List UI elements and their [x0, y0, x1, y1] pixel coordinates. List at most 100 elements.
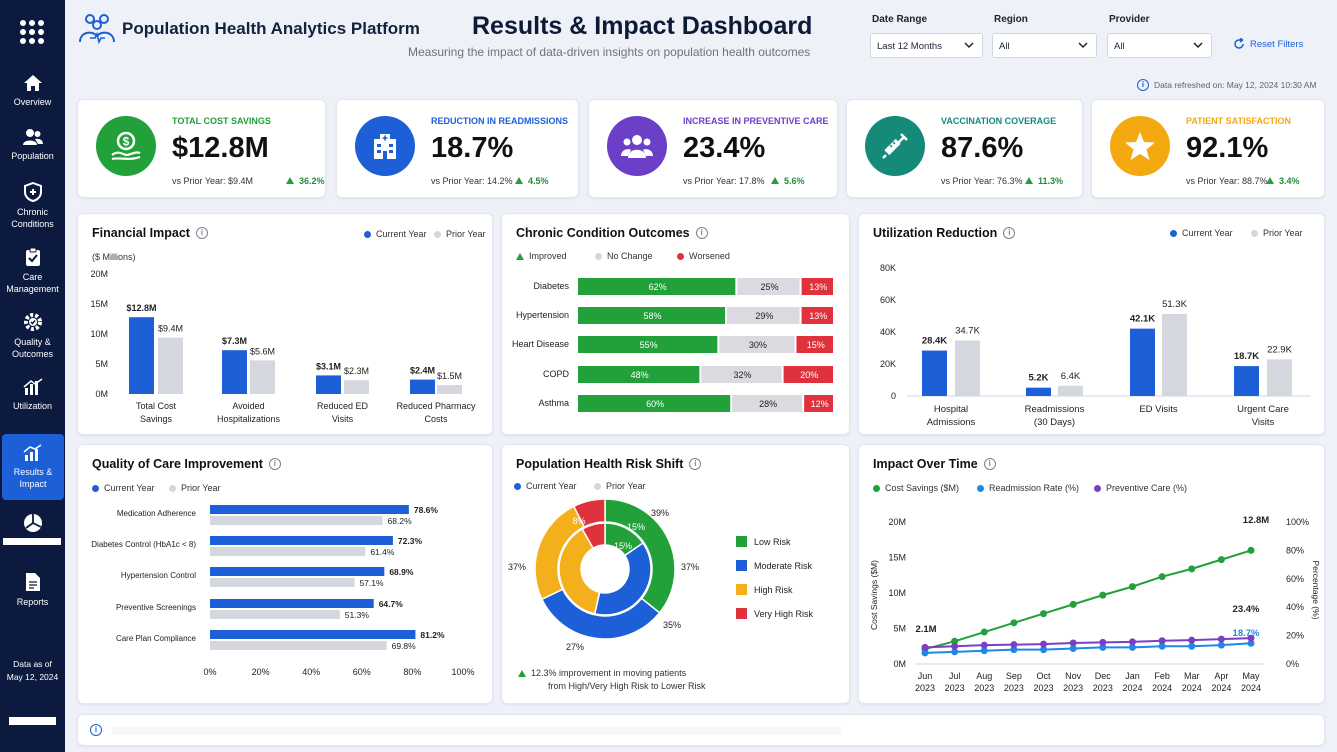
bar-current[interactable] — [222, 350, 247, 394]
data-point[interactable] — [1158, 573, 1166, 581]
data-point[interactable] — [1247, 634, 1255, 642]
bar-no-change[interactable] — [732, 395, 803, 412]
sidebar-item-utilization[interactable]: Utilization — [0, 378, 65, 412]
provider-select[interactable]: All — [1107, 33, 1212, 58]
risk-slice[interactable] — [572, 498, 606, 528]
data-point[interactable] — [951, 648, 959, 656]
bar-current[interactable] — [1026, 387, 1051, 396]
bar-current[interactable] — [922, 350, 947, 396]
data-point[interactable] — [1010, 646, 1018, 654]
data-point[interactable] — [951, 637, 959, 645]
sidebar-item-chronic-conditions[interactable]: Chronic Conditions — [0, 182, 65, 230]
info-icon[interactable]: i — [90, 724, 102, 736]
bar-no-change[interactable] — [701, 366, 782, 383]
bar-no-change[interactable] — [727, 307, 800, 324]
info-icon[interactable]: i — [1003, 227, 1016, 239]
sidebar-item-population[interactable]: Population — [0, 128, 65, 162]
bar-prior[interactable] — [158, 337, 183, 394]
bar-prior[interactable] — [210, 547, 366, 556]
data-point[interactable] — [1040, 640, 1048, 648]
risk-slice[interactable] — [558, 528, 601, 615]
bar-current[interactable] — [1130, 328, 1155, 396]
bar-current[interactable] — [210, 567, 385, 576]
series-line[interactable] — [924, 642, 1252, 654]
bar-current[interactable] — [210, 630, 416, 639]
data-point[interactable] — [1188, 565, 1196, 573]
data-point[interactable] — [1010, 641, 1018, 649]
info-icon[interactable]: i — [689, 458, 702, 470]
risk-slice[interactable] — [581, 522, 606, 550]
bar-current[interactable] — [316, 375, 341, 394]
data-point[interactable] — [1010, 619, 1018, 627]
data-point[interactable] — [1158, 642, 1166, 650]
data-point[interactable] — [1040, 646, 1048, 654]
bar-prior[interactable] — [1162, 313, 1187, 396]
data-point[interactable] — [1128, 583, 1136, 591]
bar-improved[interactable] — [578, 307, 726, 324]
data-point[interactable] — [921, 643, 929, 651]
data-point[interactable] — [980, 628, 988, 636]
bar-prior[interactable] — [1058, 385, 1083, 396]
data-point[interactable] — [1128, 638, 1136, 646]
info-icon[interactable]: i — [268, 458, 281, 470]
data-point[interactable] — [1217, 556, 1225, 564]
bar-current[interactable] — [210, 599, 374, 608]
sidebar-item-pie[interactable] — [0, 513, 65, 537]
bar-prior[interactable] — [955, 340, 980, 396]
bar-worsened[interactable] — [801, 278, 833, 295]
bar-prior[interactable] — [210, 516, 383, 525]
bar-worsened[interactable] — [801, 307, 833, 324]
data-point[interactable] — [1040, 610, 1048, 618]
bar-prior[interactable] — [210, 610, 340, 619]
risk-slice[interactable] — [593, 542, 652, 616]
data-point[interactable] — [1247, 546, 1255, 554]
region-select[interactable]: All — [992, 33, 1097, 58]
sidebar-item-overview[interactable]: Overview — [0, 74, 65, 108]
data-point[interactable] — [1158, 637, 1166, 645]
data-point[interactable] — [980, 647, 988, 655]
bar-current[interactable] — [210, 505, 409, 514]
bar-improved[interactable] — [578, 395, 731, 412]
bar-improved[interactable] — [578, 336, 718, 353]
sidebar-item-results-impact[interactable]: Results & Impact — [2, 434, 64, 500]
bar-current[interactable] — [1234, 366, 1259, 396]
bar-improved[interactable] — [578, 366, 700, 383]
sidebar-item-reports[interactable]: Reports — [0, 572, 65, 608]
bar-improved[interactable] — [578, 278, 736, 295]
bar-prior[interactable] — [437, 385, 462, 394]
bar-prior[interactable] — [344, 380, 369, 394]
bar-current[interactable] — [129, 317, 154, 394]
bar-no-change[interactable] — [719, 336, 795, 353]
data-point[interactable] — [1188, 642, 1196, 650]
reset-filters-button[interactable]: Reset Filters — [1233, 38, 1303, 50]
info-icon[interactable]: i — [195, 227, 208, 239]
data-point[interactable] — [1069, 600, 1077, 608]
bar-prior[interactable] — [210, 578, 355, 587]
bar-worsened[interactable] — [796, 336, 833, 353]
data-point[interactable] — [951, 642, 959, 650]
data-point[interactable] — [1217, 635, 1225, 643]
sidebar-item-quality-outcomes[interactable]: Quality & Outcomes — [0, 312, 65, 360]
sidebar-item-care-management[interactable]: Care Management — [0, 247, 65, 295]
bar-prior[interactable] — [250, 360, 275, 394]
series-line[interactable] — [924, 637, 1252, 649]
date-range-select[interactable]: Last 12 Months — [870, 33, 983, 58]
series-line[interactable] — [924, 549, 1252, 651]
bar-worsened[interactable] — [804, 395, 833, 412]
bar-prior[interactable] — [1267, 359, 1292, 396]
data-point[interactable] — [1099, 591, 1107, 599]
data-point[interactable] — [1069, 644, 1077, 652]
data-point[interactable] — [1217, 641, 1225, 649]
bar-current[interactable] — [410, 379, 435, 394]
data-point[interactable] — [1069, 639, 1077, 647]
data-point[interactable] — [1188, 636, 1196, 644]
bar-worsened[interactable] — [783, 366, 833, 383]
data-point[interactable] — [980, 641, 988, 649]
info-icon[interactable]: i — [695, 227, 708, 239]
data-point[interactable] — [1099, 643, 1107, 651]
data-point[interactable] — [1128, 643, 1136, 651]
bar-no-change[interactable] — [737, 278, 800, 295]
app-grid-icon[interactable] — [20, 20, 44, 44]
bar-current[interactable] — [210, 536, 393, 545]
data-point[interactable] — [1247, 639, 1255, 647]
